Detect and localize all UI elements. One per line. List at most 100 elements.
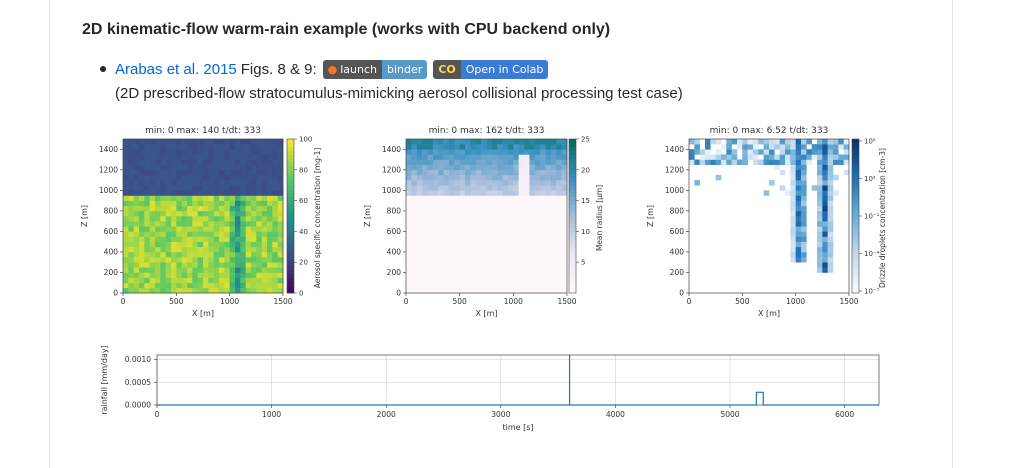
heatmap-cell [454,257,460,263]
heatmap-cell [427,241,434,248]
binder-badge[interactable]: ● launch binder [322,59,428,79]
heatmap-cell [443,231,450,237]
heatmap-cell [550,144,557,150]
heatmap-cell [192,205,198,212]
colorbar-segment [569,189,576,194]
heatmap-cell [790,169,796,176]
colorbar-tick-label: 5 [581,259,585,267]
heatmap-cell [235,169,241,176]
heatmap-cell [448,257,455,263]
heatmap-cell [187,185,193,191]
heatmap-cell [219,262,225,268]
heatmap-cell [123,159,129,165]
heatmap-cell [406,144,412,150]
heatmap-cell [272,210,278,217]
heatmap-cell [518,226,525,232]
heatmap-cell [219,139,225,145]
colorbar-segment [287,262,294,267]
heatmap-cell [277,226,284,232]
colorbar-segment [569,204,576,209]
heatmap-cell [715,149,722,155]
heatmap-cell [790,164,796,171]
heatmap-cell [203,144,209,150]
heatmap-cell [465,205,471,212]
y-tick-label: 0 [113,289,118,298]
heatmap-cell [256,277,262,284]
heatmap-cell [416,149,423,155]
heatmap-cell [422,190,428,196]
heatmap-cell [833,159,839,165]
heatmap-cell [785,144,791,150]
heatmap-cell [507,277,514,284]
heatmap-cell [438,149,444,155]
heatmap-cell [529,205,536,212]
heatmap-cell [481,221,487,227]
heatmap-cell [197,190,204,196]
heatmap-cell [827,174,834,181]
heatmap-cell [181,139,188,145]
heatmap-cell [550,195,557,201]
heatmap-cell [827,226,834,232]
heatmap-cell [224,205,230,212]
heatmap-cell [197,282,204,289]
heatmap-cell [534,205,541,212]
heatmap-cell [267,231,273,237]
heatmap-cell [769,180,775,186]
heatmap-cell [481,246,487,253]
heatmap-cell [507,282,514,289]
heatmap-cell [491,277,498,284]
y-tick-label: 1200 [665,165,684,174]
heatmap-cell [502,236,509,242]
heatmap-cell [213,169,220,176]
colorbar-segment [569,246,576,252]
y-tick-label: 1000 [382,186,401,195]
heatmap-cell [561,277,568,284]
heatmap-cell [213,251,220,258]
heatmap-cell [208,246,214,253]
heatmap-cell [267,226,273,232]
heatmap-cell [524,195,530,201]
colorbar-segment [287,239,294,244]
heatmap-cell [203,216,209,222]
heatmap-cell [481,169,487,176]
heatmap-cell [261,190,268,196]
heatmap-cell [165,272,172,278]
heatmap-cell [822,216,828,222]
heatmap-cell [481,267,487,273]
heatmap-cell [827,195,834,201]
heatmap-cell [203,262,209,268]
heatmap-cell [822,154,828,160]
heatmap-cell [208,200,214,207]
heatmap-cell [133,139,140,145]
colorbar-segment [852,250,859,255]
colab-badge[interactable]: CO Open in Colab [433,59,549,79]
heatmap-cell [486,216,493,222]
heatmap-cell [203,231,209,237]
heatmap-cell [486,195,493,201]
heatmap-cell [144,272,150,278]
heatmap-cell [518,272,525,278]
colorbar-segment [287,139,294,144]
heatmap-cell [277,216,284,222]
heatmap-cell [459,185,466,191]
heatmap-cell [422,154,428,160]
heatmap-cell [256,241,262,248]
heatmap-cell [160,231,166,237]
heatmap-cell [502,251,509,258]
heatmap-cell [256,205,262,212]
reference-link[interactable]: Arabas et al. 2015 [115,60,237,78]
heatmap-cell [747,144,754,150]
heatmap-cell [513,287,519,294]
heatmap-cell [251,154,257,160]
heatmap-cell [219,159,225,165]
heatmap-cell [507,272,514,278]
heatmap-cell [705,154,711,160]
heatmap-cell [454,231,460,237]
heatmap-cell [795,180,802,186]
heatmap-cell [176,205,182,212]
heatmap-cell [481,251,487,258]
heatmap-cell [790,251,796,258]
heatmap-cell [144,149,150,155]
heatmap-cell [432,282,439,289]
heatmap-cell [513,267,519,273]
